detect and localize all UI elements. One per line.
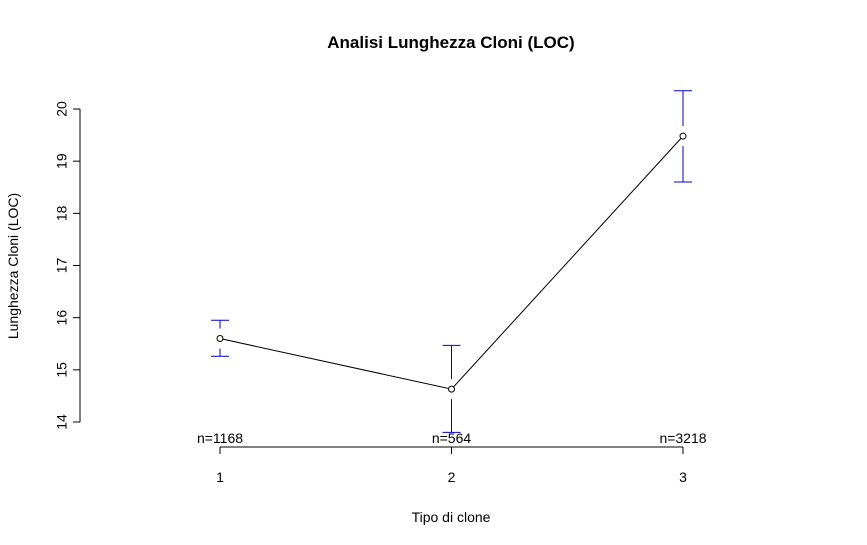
plot-area: n=1168 n=564 n=3218 (197, 90, 707, 446)
x-tick-label: 3 (679, 469, 687, 485)
y-tick-label: 17 (54, 258, 70, 274)
n-label: n=1168 (197, 430, 243, 446)
x-axis: 1 2 3 (216, 446, 687, 485)
error-bar (211, 319, 229, 357)
x-tick-label: 2 (448, 469, 456, 485)
y-tick-label: 16 (54, 310, 70, 326)
x-axis-label: Tipo di clone (412, 509, 491, 525)
y-tick-label: 15 (54, 362, 70, 378)
data-point (679, 132, 687, 140)
error-bar (674, 90, 692, 183)
y-axis-label: Lunghezza Cloni (LOC) (5, 193, 21, 339)
data-point (448, 385, 455, 393)
n-label: n=564 (432, 430, 472, 446)
y-tick-label: 14 (54, 414, 70, 430)
x-tick-label: 1 (216, 469, 224, 485)
chart-title: Analisi Lunghezza Cloni (LOC) (327, 33, 574, 52)
y-tick-label: 20 (54, 101, 70, 117)
n-label: n=3218 (659, 430, 706, 446)
data-point (216, 335, 224, 343)
y-axis: 14 15 16 17 18 19 20 (54, 101, 81, 430)
y-tick-label: 18 (54, 205, 70, 221)
y-tick-label: 19 (54, 153, 70, 169)
error-bar (442, 344, 461, 433)
